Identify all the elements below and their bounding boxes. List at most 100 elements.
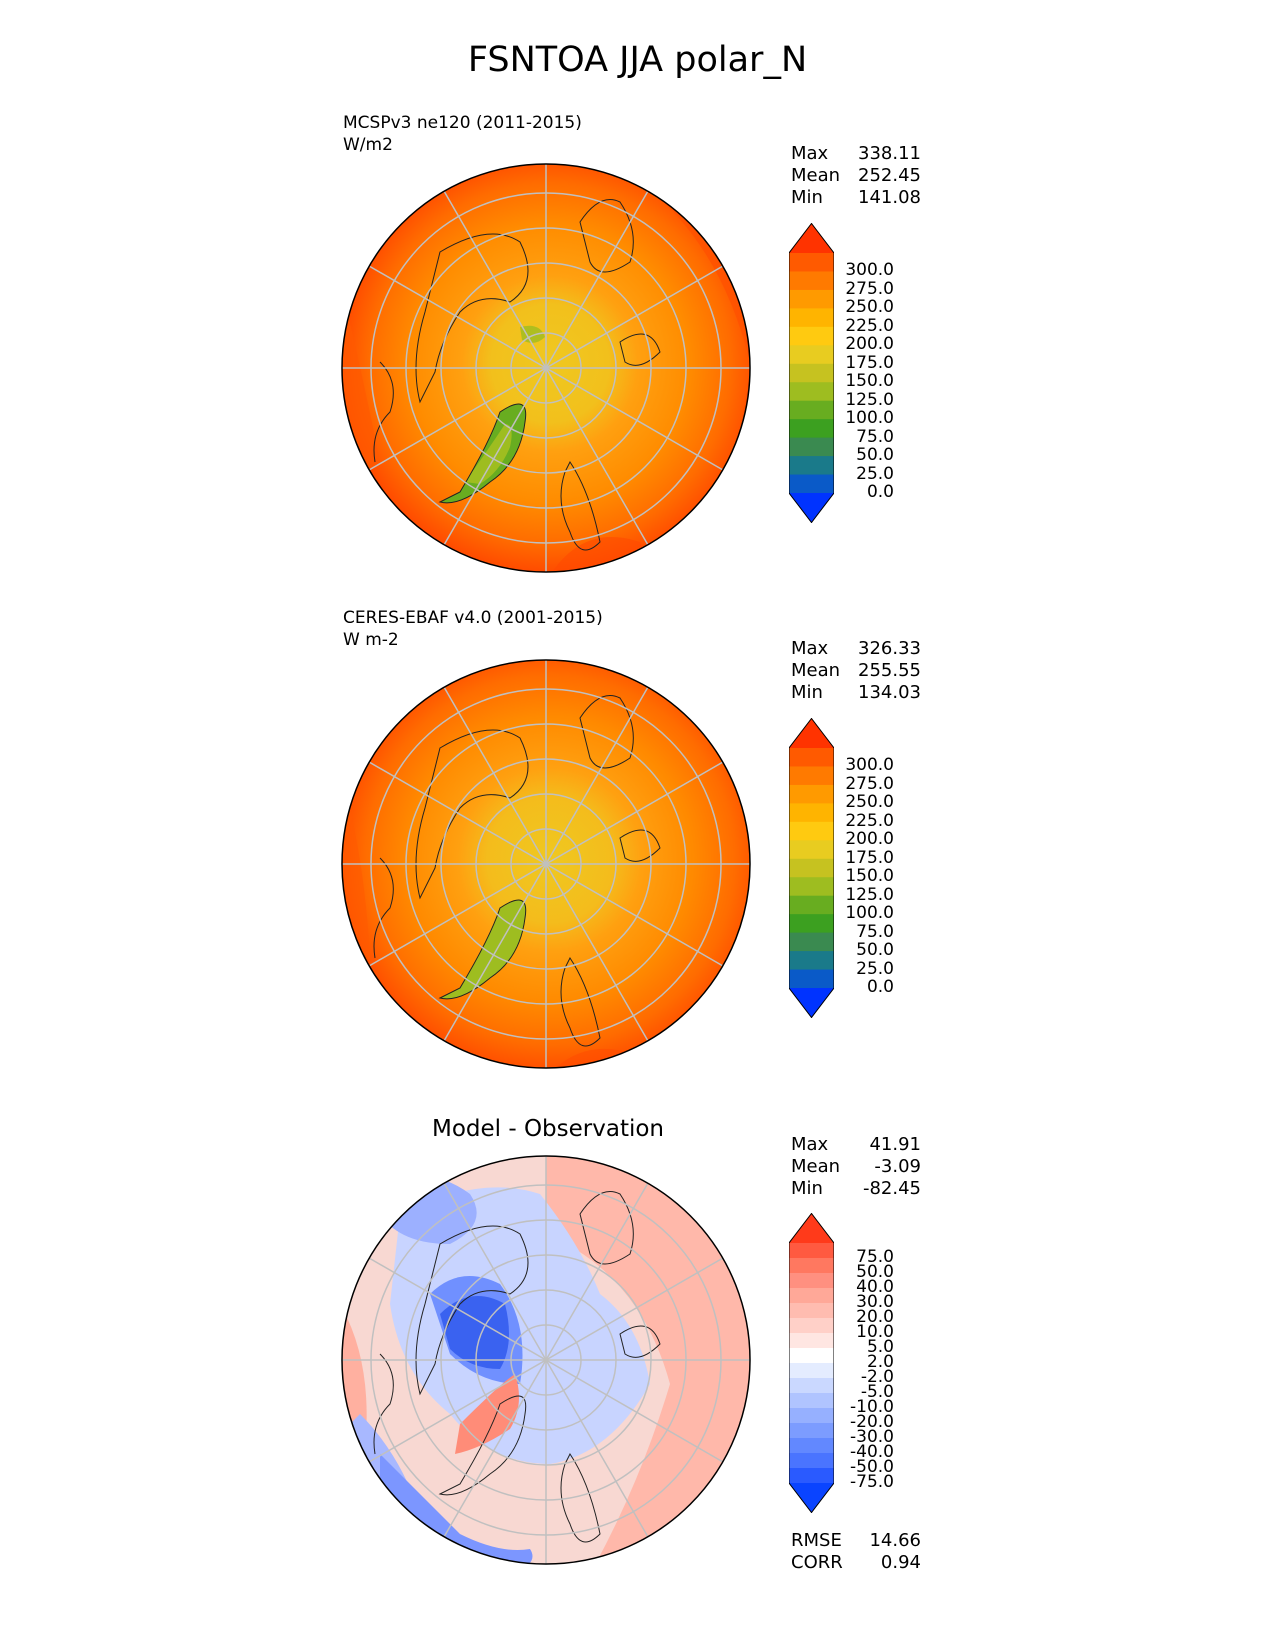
- colorbar-tick-label: 25.0: [856, 958, 894, 979]
- colorbar-bin: [789, 1408, 834, 1424]
- colorbar-bin: [789, 308, 834, 328]
- panel3-footer-stats: RMSE 14.66 CORR 0.94: [791, 1530, 921, 1574]
- colorbar-outline: [789, 1213, 834, 1513]
- panel2-subtitle: CERES-EBAF v4.0 (2001-2015) W m-2: [343, 607, 603, 651]
- colorbar-bin: [789, 1438, 834, 1454]
- colorbar-bin: [789, 932, 834, 952]
- colorbar-tick-label: 2.0: [866, 1352, 894, 1372]
- colorbar-under-extend: [789, 1483, 834, 1513]
- colorbar-bin: [789, 821, 834, 841]
- colorbar-tick-label: 20.0: [856, 1307, 894, 1327]
- colorbar-over-extend: [789, 223, 834, 253]
- colorbar-bin: [789, 840, 834, 860]
- colorbar-tick-label: 300.0: [845, 755, 894, 776]
- colorbar-bin: [789, 382, 834, 402]
- panel1-colorbar-labels: 300.0 275.0 250.0 225.0 200.0 175.0 150.0 125.0…: [834, 253, 894, 501]
- colorbar-tick-label: 100.0: [845, 903, 894, 924]
- colorbar-tick-label: -5.0: [860, 1382, 894, 1402]
- colorbar-tick-label: 125.0: [845, 884, 894, 905]
- colorbar-tick-label: 275.0: [845, 773, 894, 794]
- colorbar-bin: [789, 1288, 834, 1304]
- panel3-stat-corr: CORR 0.94: [791, 1552, 921, 1573]
- colorbar-bin: [789, 1363, 834, 1379]
- colorbar-bin: [789, 289, 834, 309]
- colorbar-outline: [789, 718, 834, 1018]
- panel1-stat-min: Min 141.08: [791, 187, 921, 208]
- panel3-difference-map: [341, 1155, 751, 1565]
- colorbar-bin: [789, 474, 834, 494]
- colorbar-tick-label: 175.0: [845, 352, 894, 373]
- colorbar-tick-label: 150.0: [845, 866, 894, 887]
- colorbar-tick-label: 75.0: [856, 921, 894, 942]
- colorbar-over-extend: [789, 1213, 834, 1243]
- panel1-colorbar: [789, 223, 834, 523]
- colorbar-bin: [789, 858, 834, 878]
- colorbar-bin: [789, 253, 834, 272]
- colorbar-tick-label: 10.0: [856, 1322, 894, 1342]
- colorbar-tick-label: 300.0: [845, 260, 894, 281]
- colorbar-tick-label: 200.0: [845, 334, 894, 355]
- panel2-stats: Max 326.33 Mean 255.55 Min 134.03: [791, 638, 921, 704]
- colorbar-tick-label: -20.0: [850, 1412, 894, 1432]
- colorbar-tick-label: 200.0: [845, 829, 894, 850]
- colorbar-tick-label: -30.0: [850, 1427, 894, 1447]
- colorbar-bin: [789, 969, 834, 989]
- colorbar-tick-label: -40.0: [850, 1442, 894, 1462]
- colorbar-under-extend: [789, 988, 834, 1018]
- panel2-stat-mean: Mean 255.55: [791, 660, 921, 681]
- colorbar-tick-label: 175.0: [845, 847, 894, 868]
- colorbar-tick-label: 225.0: [845, 315, 894, 336]
- panel1-stats: Max 338.11 Mean 252.45 Min 141.08: [791, 143, 921, 209]
- panel3-stat-mean: Mean -3.09: [791, 1156, 921, 1177]
- colorbar-bin: [789, 766, 834, 786]
- panel3-stat-rmse: RMSE 14.66: [791, 1530, 921, 1551]
- colorbar-bin: [789, 784, 834, 804]
- colorbar-tick-label: 40.0: [856, 1277, 894, 1297]
- panel2-obs-name: CERES-EBAF v4.0 (2001-2015): [343, 608, 603, 628]
- colorbar-bin: [789, 895, 834, 915]
- colorbar-tick-label: 30.0: [856, 1292, 894, 1312]
- colorbar-bin: [789, 877, 834, 897]
- panel3-stat-max: Max 41.91: [791, 1134, 921, 1155]
- colorbar-bin: [789, 1423, 834, 1439]
- colorbar-bin: [789, 1348, 834, 1364]
- colorbar-bin: [789, 951, 834, 971]
- colorbar-tick-label: 125.0: [845, 389, 894, 410]
- colorbar-bin: [789, 326, 834, 346]
- colorbar-tick-label: 250.0: [845, 792, 894, 813]
- colorbar-tick-label: -50.0: [850, 1457, 894, 1477]
- colorbar-tick-label: 75.0: [856, 426, 894, 447]
- panel2-units: W m-2: [343, 630, 399, 650]
- colorbar-bin: [789, 419, 834, 439]
- diff-panel-title: Model - Observation: [431, 1116, 665, 1142]
- colorbar-outline: [789, 223, 834, 523]
- colorbar-bin: [789, 1378, 834, 1394]
- panel1-units: W/m2: [343, 135, 393, 155]
- colorbar-bin: [789, 437, 834, 457]
- colorbar-tick-label: 150.0: [845, 371, 894, 392]
- colorbar-tick-label: -2.0: [860, 1367, 894, 1387]
- panel3-stats: Max 41.91 Mean -3.09 Min -82.45: [791, 1134, 921, 1200]
- colorbar-under-extend: [789, 493, 834, 523]
- colorbar-tick-label: 50.0: [856, 1262, 894, 1282]
- colorbar-bin: [789, 1258, 834, 1274]
- colorbar-bin: [789, 914, 834, 934]
- panel3-colorbar-labels: 75.0 50.0 40.0 30.0 20.0 10.0 5.0 2.0 -2.0 -5.0 -1…: [834, 1242, 894, 1491]
- colorbar-over-extend: [789, 718, 834, 748]
- colorbar-bin: [789, 803, 834, 823]
- panel1-stat-mean: Mean 252.45: [791, 165, 921, 186]
- colorbar-bin: [789, 748, 834, 767]
- colorbar-tick-label: 225.0: [845, 810, 894, 831]
- colorbar-tick-label: 250.0: [845, 297, 894, 318]
- colorbar-bin: [789, 1333, 834, 1349]
- colorbar-bin: [789, 1468, 834, 1484]
- colorbar-tick-label: 100.0: [845, 408, 894, 429]
- colorbar-bin: [789, 1273, 834, 1289]
- colorbar-tick-label: 75.0: [856, 1247, 894, 1267]
- panel1-model-name: MCSPv3 ne120 (2011-2015): [343, 113, 582, 133]
- panel2-colorbar: [789, 718, 834, 1018]
- colorbar-tick-label: 0.0: [866, 977, 894, 997]
- panel3-stat-min: Min -82.45: [791, 1178, 921, 1199]
- figure-title: FSNTOA JJA polar_N: [467, 40, 808, 80]
- panel2-stat-max: Max 326.33: [791, 638, 921, 659]
